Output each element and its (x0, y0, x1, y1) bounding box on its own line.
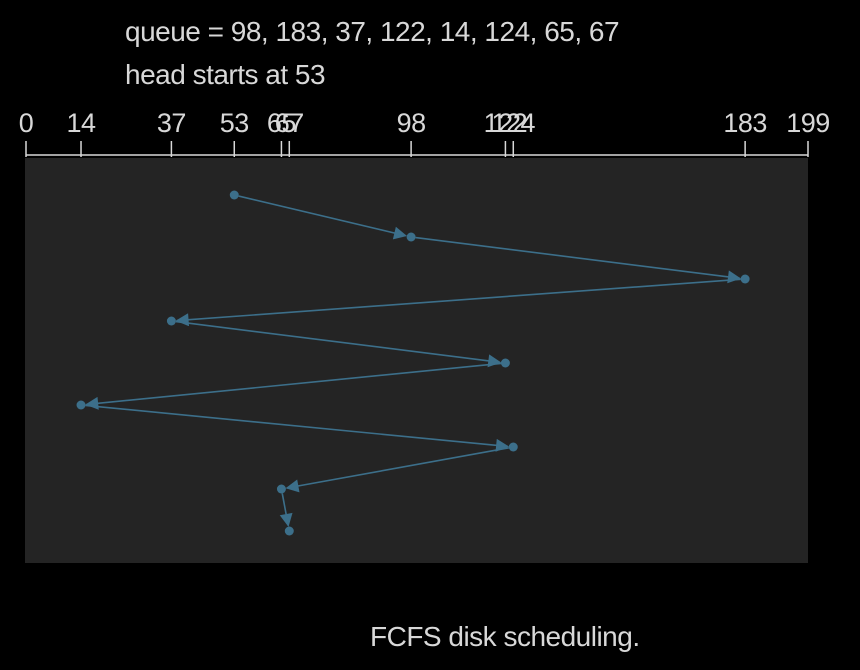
tick-label: 67 (275, 108, 304, 138)
request-point (229, 190, 239, 200)
head-move-segment (279, 493, 293, 527)
request-point (276, 484, 286, 494)
tick-label: 14 (66, 108, 96, 138)
head-movement-path (76, 190, 750, 536)
request-point (500, 358, 510, 368)
tick-label: 122 (484, 108, 528, 138)
request-point (406, 232, 416, 242)
tick-label: 98 (397, 108, 426, 138)
tick-label: 53 (220, 108, 249, 138)
head-move-segment (175, 320, 502, 368)
head-start-text: head starts at 53 (125, 59, 326, 90)
head-move-segment (85, 362, 502, 410)
head-move-segment (175, 278, 741, 327)
head-move-segment (85, 404, 510, 452)
tick-label: 37 (157, 108, 186, 138)
queue-text: queue = 98, 183, 37, 122, 14, 124, 65, 6… (125, 16, 620, 47)
request-point (76, 400, 86, 410)
tick-label: 124 (491, 108, 535, 138)
request-point (508, 442, 518, 452)
tick-label: 199 (786, 108, 830, 138)
figure-caption: FCFS disk scheduling. (370, 621, 640, 652)
head-move-segment (285, 447, 509, 493)
tick-label: 0 (19, 108, 34, 138)
head-move-segment (415, 236, 741, 284)
request-point (166, 316, 176, 326)
tick-label: 183 (723, 108, 767, 138)
request-point (284, 526, 294, 536)
plot-panel (25, 158, 808, 563)
request-point (740, 274, 750, 284)
head-move-segment (238, 195, 408, 240)
tick-label: 65 (267, 108, 296, 138)
